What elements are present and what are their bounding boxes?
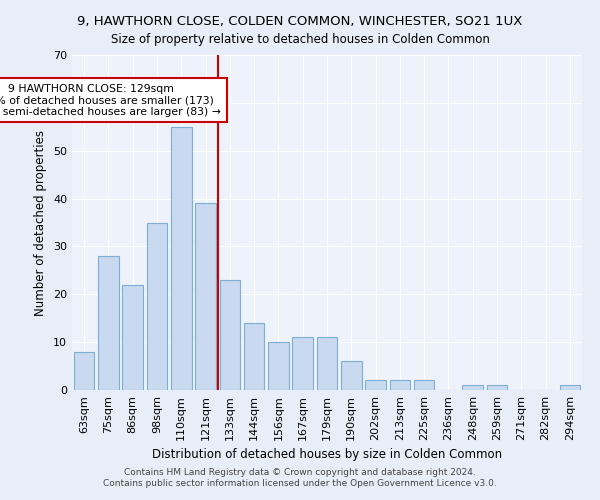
Bar — [146, 222, 167, 390]
Bar — [414, 380, 434, 390]
Bar — [195, 204, 216, 390]
Bar — [98, 256, 119, 390]
Y-axis label: Number of detached properties: Number of detached properties — [34, 130, 47, 316]
Bar — [560, 385, 580, 390]
Bar — [365, 380, 386, 390]
Bar — [244, 323, 265, 390]
Text: 9, HAWTHORN CLOSE, COLDEN COMMON, WINCHESTER, SO21 1UX: 9, HAWTHORN CLOSE, COLDEN COMMON, WINCHE… — [77, 15, 523, 28]
X-axis label: Distribution of detached houses by size in Colden Common: Distribution of detached houses by size … — [152, 448, 502, 462]
Bar — [463, 385, 483, 390]
Text: Contains HM Land Registry data © Crown copyright and database right 2024.
Contai: Contains HM Land Registry data © Crown c… — [103, 468, 497, 487]
Bar — [74, 352, 94, 390]
Bar — [292, 338, 313, 390]
Bar — [317, 338, 337, 390]
Bar — [268, 342, 289, 390]
Text: Size of property relative to detached houses in Colden Common: Size of property relative to detached ho… — [110, 32, 490, 46]
Bar — [487, 385, 508, 390]
Text: 9 HAWTHORN CLOSE: 129sqm
← 67% of detached houses are smaller (173)
32% of semi-: 9 HAWTHORN CLOSE: 129sqm ← 67% of detach… — [0, 84, 221, 117]
Bar — [122, 284, 143, 390]
Bar — [171, 127, 191, 390]
Bar — [389, 380, 410, 390]
Bar — [341, 362, 362, 390]
Bar — [220, 280, 240, 390]
